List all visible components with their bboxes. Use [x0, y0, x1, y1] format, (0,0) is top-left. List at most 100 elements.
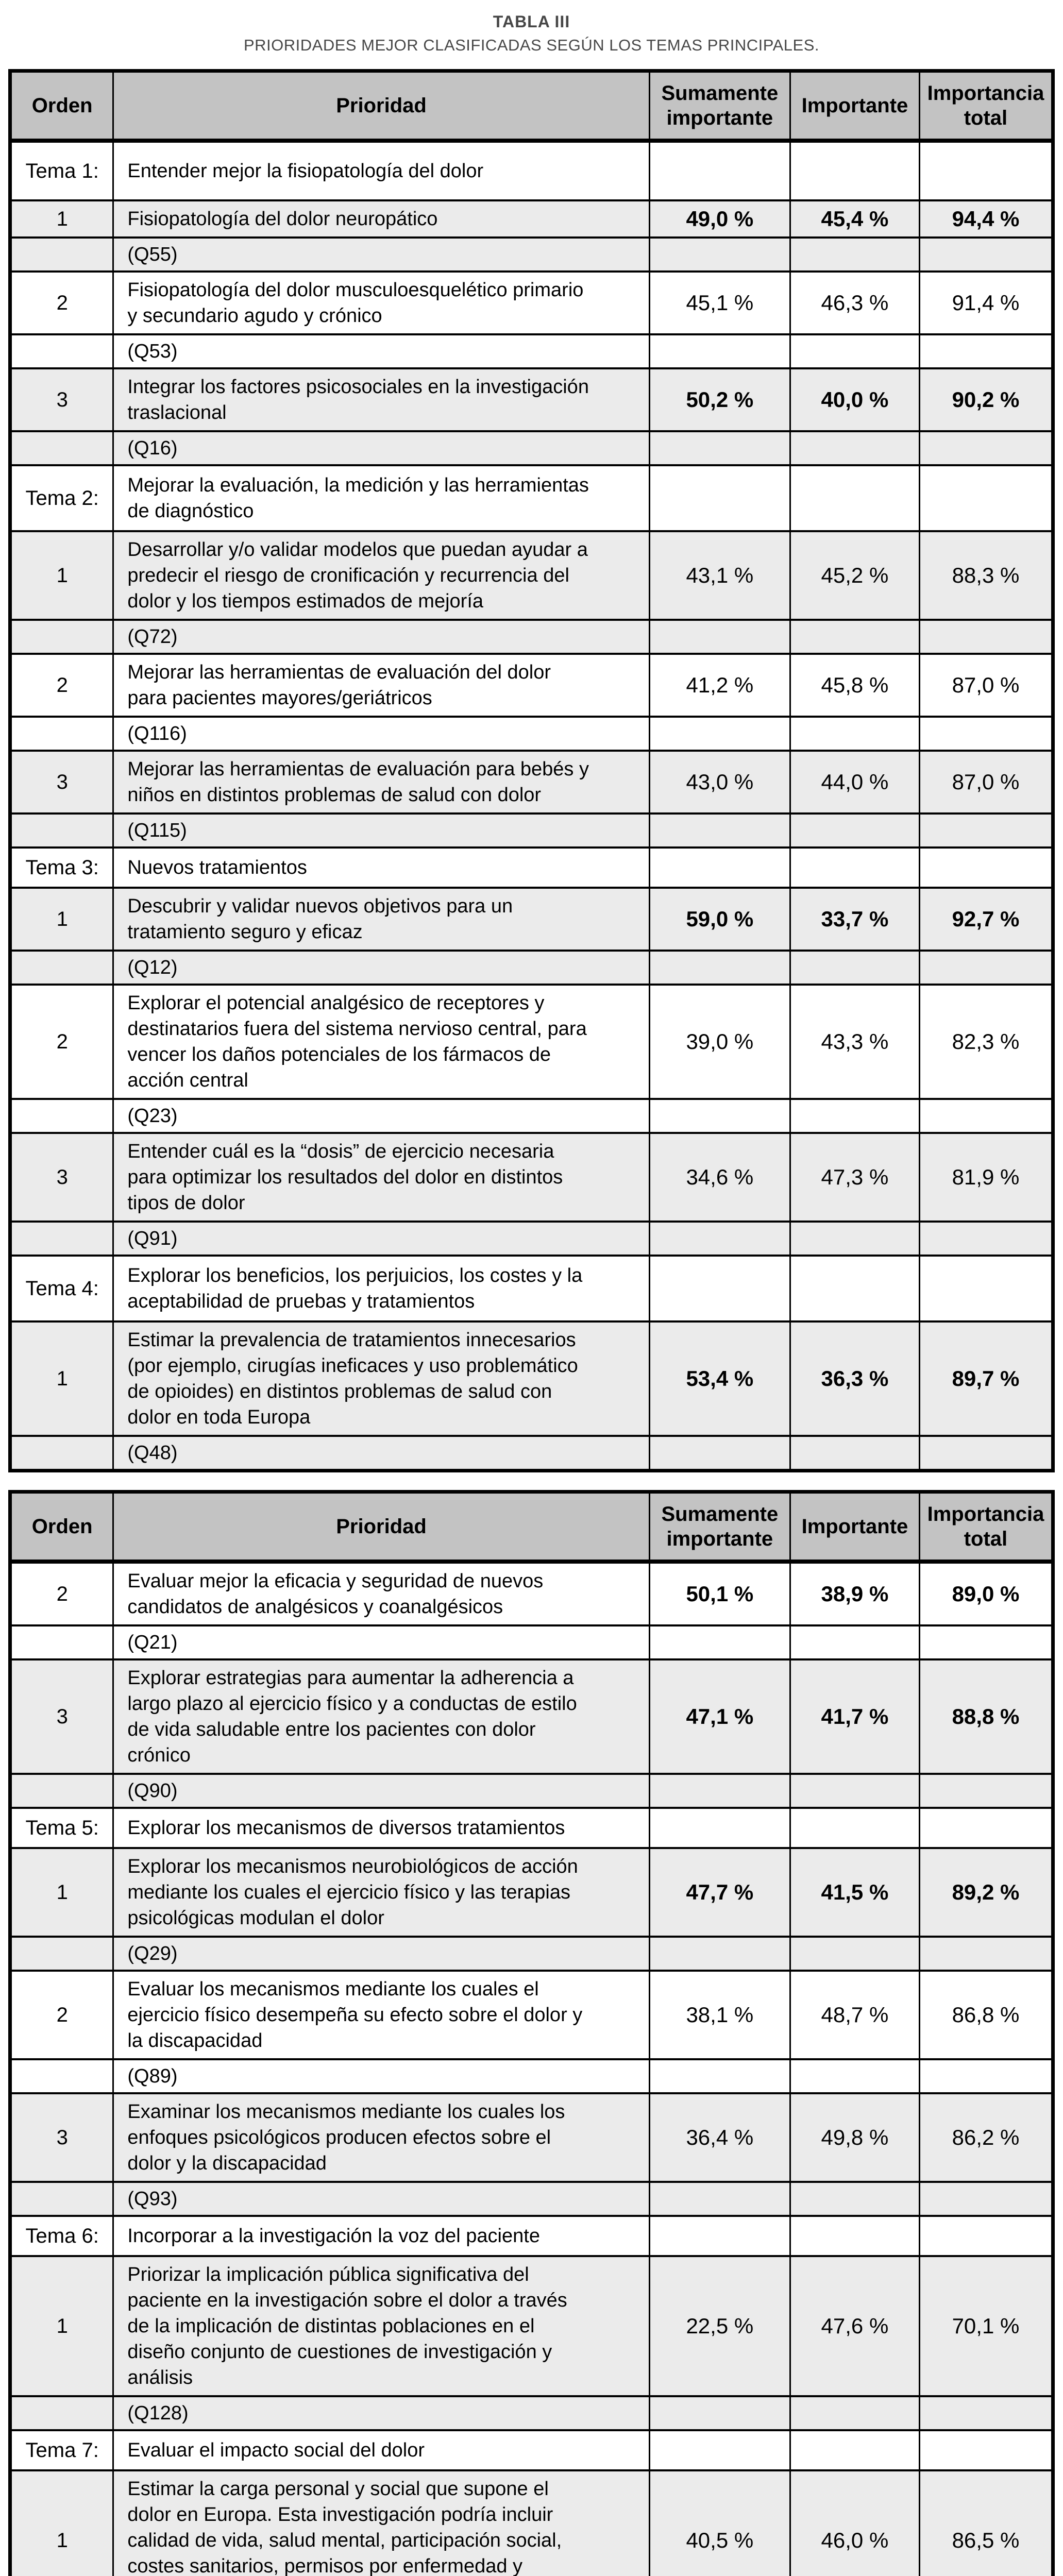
pct-sumamente-cell: 50,2 % — [648, 367, 791, 432]
orden-cell — [9, 950, 114, 986]
orden-cell — [9, 716, 114, 752]
pct-total-cell — [918, 846, 1054, 889]
page-break-gap — [8, 1472, 1055, 1490]
header-row: Orden Prioridad Sumamente importante Imp… — [9, 1490, 1054, 1564]
priority-cell: Explorar los mecanismos neurobiológicos … — [112, 1847, 650, 1938]
question-code-row: (Q93) — [9, 2181, 1054, 2217]
prioridad-column-header: Prioridad — [112, 1490, 650, 1564]
question-code-row: (Q53) — [9, 333, 1054, 369]
pct-total-cell — [918, 1936, 1054, 1972]
orden-cell — [9, 430, 114, 466]
pct-importante-cell: 40,0 % — [789, 367, 920, 432]
orden-cell: 1 — [9, 887, 114, 952]
priority-cell: (Q29) — [112, 1936, 650, 1972]
orden-column-header: Orden — [9, 1490, 114, 1564]
pct-importante-cell — [789, 1624, 920, 1660]
pct-total-cell — [918, 950, 1054, 986]
tema-row: Tema 3: Nuevos tratamientos — [9, 846, 1054, 889]
pct-total-cell: 87,0 % — [918, 750, 1054, 815]
table-caption: TABLA III PRIORIDADES MEJOR CLASIFICADAS… — [8, 11, 1055, 56]
sumamente-importante-column-header: Sumamente importante — [648, 70, 791, 143]
pct-importante-cell — [789, 846, 920, 889]
priority-row: 3 Examinar los mecanismos mediante los cu… — [9, 2092, 1054, 2183]
pct-total-cell — [918, 1807, 1054, 1849]
pct-total-cell: 87,0 % — [918, 653, 1054, 718]
pct-total-cell — [918, 619, 1054, 655]
priority-cell: (Q21) — [112, 1624, 650, 1660]
priority-cell: (Q55) — [112, 236, 650, 273]
pct-importante-cell — [789, 464, 920, 532]
pct-sumamente-cell: 34,6 % — [648, 1132, 791, 1223]
priority-row: 1 Desarrollar y/o validar modelos que pue… — [9, 530, 1054, 621]
pct-sumamente-cell: 22,5 % — [648, 2255, 791, 2397]
priority-cell: Fisiopatología del dolor neuropático — [112, 199, 650, 239]
pct-total-cell: 81,9 % — [918, 1132, 1054, 1223]
question-code-row: (Q23) — [9, 1098, 1054, 1134]
orden-cell: 2 — [9, 653, 114, 718]
pct-importante-cell — [789, 2058, 920, 2094]
priority-cell: (Q128) — [112, 2395, 650, 2431]
pct-total-cell: 86,8 % — [918, 1970, 1054, 2060]
orden-cell — [9, 333, 114, 369]
orden-cell: 3 — [9, 1132, 114, 1223]
question-code-row: (Q128) — [9, 2395, 1054, 2431]
pct-total-cell: 89,2 % — [918, 1847, 1054, 1938]
pct-importante-cell — [789, 1936, 920, 1972]
pct-total-cell — [918, 140, 1054, 201]
pct-sumamente-cell: 43,0 % — [648, 750, 791, 815]
pct-importante-cell: 49,8 % — [789, 2092, 920, 2183]
priority-row: 2 Fisiopatología del dolor musculoesquelé… — [9, 270, 1054, 335]
pct-sumamente-cell — [648, 464, 791, 532]
question-code-row: (Q55) — [9, 236, 1054, 273]
pct-importante-cell: 47,3 % — [789, 1132, 920, 1223]
priority-cell: Desarrollar y/o validar modelos que pued… — [112, 530, 650, 621]
question-code-row: (Q91) — [9, 1221, 1054, 1257]
orden-cell: Tema 4: — [9, 1255, 114, 1323]
pct-importante-cell — [789, 1255, 920, 1323]
priority-cell: (Q91) — [112, 1221, 650, 1257]
pct-importante-cell: 41,7 % — [789, 1658, 920, 1775]
pct-sumamente-cell: 40,5 % — [648, 2469, 791, 2576]
table-header-repeat: Orden Prioridad Sumamente importante Imp… — [9, 1490, 1054, 1564]
pct-total-cell — [918, 464, 1054, 532]
pct-importante-cell: 46,3 % — [789, 270, 920, 335]
question-code-row: (Q90) — [9, 1773, 1054, 1809]
orden-cell: Tema 6: — [9, 2215, 114, 2257]
pct-total-cell — [918, 1435, 1054, 1472]
pct-total-cell: 89,7 % — [918, 1320, 1054, 1437]
pct-total-cell — [918, 236, 1054, 273]
pct-sumamente-cell: 49,0 % — [648, 199, 791, 239]
pct-sumamente-cell: 47,1 % — [648, 1658, 791, 1775]
sumamente-importante-column-header: Sumamente importante — [648, 1490, 791, 1564]
orden-cell — [9, 2181, 114, 2217]
pct-total-cell: 91,4 % — [918, 270, 1054, 335]
orden-cell — [9, 1435, 114, 1472]
priority-cell: Mejorar las herramientas de evaluación p… — [112, 750, 650, 815]
orden-cell: 2 — [9, 1970, 114, 2060]
pct-importante-cell: 48,7 % — [789, 1970, 920, 2060]
priority-row: 2 Explorar el potencial analgésico de rec… — [9, 984, 1054, 1100]
pct-total-cell — [918, 2058, 1054, 2094]
importancia-total-column-header: Importancia total — [918, 1490, 1054, 1564]
pct-total-cell: 82,3 % — [918, 984, 1054, 1100]
priority-row: 1 Explorar los mecanismos neurobiológicos… — [9, 1847, 1054, 1938]
priority-row: 1 Estimar la carga personal y social que … — [9, 2469, 1054, 2576]
pct-importante-cell — [789, 2215, 920, 2257]
pct-sumamente-cell — [648, 1435, 791, 1472]
pct-importante-cell: 45,4 % — [789, 199, 920, 239]
pct-total-cell: 90,2 % — [918, 367, 1054, 432]
orden-cell: 1 — [9, 199, 114, 239]
orden-cell — [9, 1221, 114, 1257]
pct-importante-cell: 36,3 % — [789, 1320, 920, 1437]
pct-total-cell — [918, 2181, 1054, 2217]
pct-importante-cell: 44,0 % — [789, 750, 920, 815]
priority-cell: (Q23) — [112, 1098, 650, 1134]
priority-row: 3 Entender cuál es la “dosis” de ejercici… — [9, 1132, 1054, 1223]
pct-total-cell — [918, 333, 1054, 369]
page-subtitle: PRIORIDADES MEJOR CLASIFICADAS SEGÚN LOS… — [243, 36, 820, 54]
pct-importante-cell: 47,6 % — [789, 2255, 920, 2397]
pct-importante-cell — [789, 2181, 920, 2217]
orden-cell: 3 — [9, 367, 114, 432]
table-body-part-2: 2 Evaluar mejor la eficacia y seguridad d… — [9, 1561, 1054, 2576]
pct-importante-cell — [789, 430, 920, 466]
